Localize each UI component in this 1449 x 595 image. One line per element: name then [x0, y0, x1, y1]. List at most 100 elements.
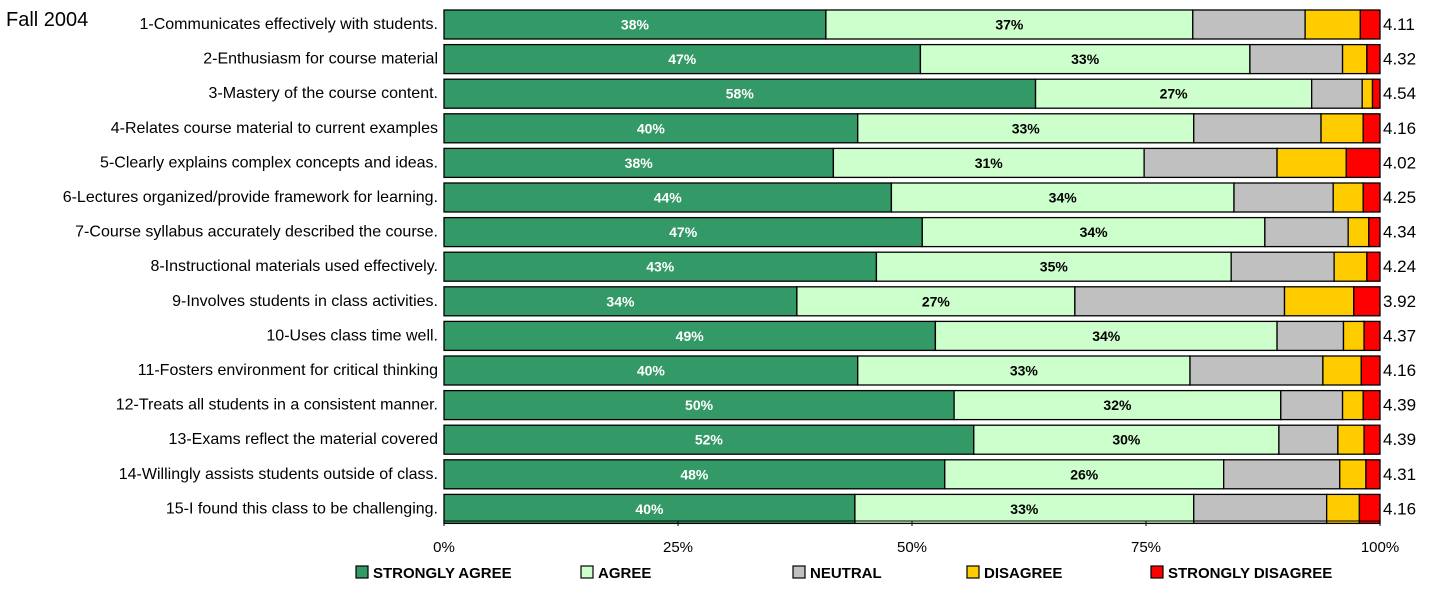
bar-segment-disagree: [1339, 459, 1367, 490]
bar-segment-strongly-disagree: [1362, 182, 1381, 213]
bar-segment-disagree: [1276, 147, 1347, 179]
category-label: 9-Involves students in class activities.: [172, 293, 438, 310]
bar-segment-neutral: [1223, 459, 1341, 490]
bar-segment-strongly-agree: [443, 389, 955, 421]
data-label: 33%: [1012, 120, 1041, 136]
data-label: 32%: [1103, 397, 1132, 413]
category-label: 5-Clearly explains complex concepts and …: [100, 154, 438, 171]
category-label: 6-Lectures organized/provide framework f…: [63, 189, 438, 206]
bar-segment-neutral: [1280, 389, 1344, 421]
bar-segment-strongly-disagree: [1362, 389, 1381, 421]
bar-segment-agree: [825, 9, 1194, 40]
bar-segment-strongly-disagree: [1371, 78, 1381, 109]
bar-segment-strongly-disagree: [1363, 320, 1381, 352]
bar-segment-strongly-agree: [443, 147, 835, 179]
bar-segment-agree: [921, 216, 1266, 248]
bar-segment-agree: [857, 113, 1195, 144]
data-label: 38%: [621, 17, 650, 33]
bar-segment-strongly-agree: [443, 424, 975, 455]
bar-segment-neutral: [1192, 9, 1306, 40]
bar-segment-strongly-disagree: [1368, 216, 1381, 248]
bar-segment-neutral: [1189, 355, 1324, 386]
data-label: 48%: [680, 466, 709, 482]
mean-score-label: 4.16: [1383, 119, 1416, 138]
bar-segment-neutral: [1074, 286, 1286, 317]
data-label: 40%: [637, 120, 666, 136]
data-label: 33%: [1071, 51, 1100, 67]
bar-segment-strongly-disagree: [1365, 459, 1381, 490]
bar-segment-neutral: [1233, 182, 1334, 213]
category-label: 8-Instructional materials used effective…: [150, 258, 438, 275]
bar-segment-strongly-disagree: [1353, 286, 1381, 317]
mean-score-label: 4.39: [1383, 396, 1416, 415]
bar-segment-agree: [796, 286, 1076, 317]
category-label: 3-Mastery of the course content.: [209, 85, 438, 102]
bar-segment-strongly-agree: [443, 459, 946, 490]
bar-segment-strongly-agree: [443, 216, 923, 248]
x-tick-label: 100%: [1361, 539, 1399, 556]
mean-score-label: 4.25: [1383, 188, 1416, 207]
data-label: 30%: [1112, 432, 1141, 448]
bar-segment-agree: [857, 355, 1191, 386]
bar-segment-strongly-agree: [443, 78, 1037, 109]
bar-segment-strongly-disagree: [1359, 9, 1381, 40]
mean-score-label: 4.31: [1383, 465, 1416, 484]
bar-segment-agree: [875, 251, 1232, 282]
data-label: 34%: [1049, 190, 1078, 206]
bar-segment-strongly-disagree: [1366, 251, 1381, 282]
data-label: 52%: [695, 432, 724, 448]
mean-score-label: 4.34: [1383, 223, 1416, 242]
legend-label: STRONGLY DISAGREE: [1168, 565, 1332, 582]
bar-segment-disagree: [1322, 355, 1362, 386]
legend-swatch: [966, 565, 980, 579]
mean-score-label: 4.02: [1383, 153, 1416, 172]
x-tick-label: 0%: [433, 539, 455, 556]
bar-segment-strongly-disagree: [1362, 113, 1381, 144]
bar-segment-disagree: [1283, 286, 1355, 317]
bar-segment-strongly-agree: [443, 493, 856, 525]
category-label: 14-Willingly assists students outside of…: [119, 466, 438, 483]
data-label: 34%: [606, 293, 635, 309]
category-label: 1-Communicates effectively with students…: [140, 16, 439, 33]
mean-score-label: 4.54: [1383, 84, 1416, 103]
bar-segment-strongly-agree: [443, 113, 859, 144]
bar-segment-strongly-disagree: [1345, 147, 1381, 179]
data-label: 40%: [637, 363, 666, 379]
category-label: 13-Exams reflect the material covered: [169, 431, 438, 448]
legend-swatch: [792, 565, 806, 579]
mean-score-label: 4.24: [1383, 257, 1416, 276]
bar-segment-strongly-disagree: [1360, 355, 1381, 386]
data-label: 50%: [685, 397, 714, 413]
category-label: 11-Fosters environment for critical thin…: [138, 362, 438, 379]
data-label: 58%: [726, 86, 755, 102]
data-label: 49%: [676, 328, 705, 344]
bar-segment-disagree: [1342, 320, 1365, 352]
legend-label: STRONGLY AGREE: [373, 565, 512, 582]
data-label: 47%: [668, 51, 697, 67]
bar-segment-agree: [944, 459, 1225, 490]
data-label: 44%: [654, 190, 683, 206]
mean-score-label: 4.39: [1383, 430, 1416, 449]
mean-score-label: 4.37: [1383, 326, 1416, 345]
bar-segment-neutral: [1143, 147, 1278, 179]
data-label: 34%: [1080, 224, 1109, 240]
bar-segment-disagree: [1341, 389, 1364, 421]
bar-segment-neutral: [1193, 493, 1328, 525]
bar-segment-strongly-agree: [443, 286, 798, 317]
data-label: 33%: [1010, 501, 1039, 517]
mean-score-label: 4.16: [1383, 361, 1416, 380]
bar-segment-strongly-agree: [443, 320, 937, 352]
legend-swatch: [1150, 565, 1164, 579]
bar-segment-neutral: [1278, 424, 1339, 455]
data-label: 38%: [625, 155, 654, 171]
category-label: 10-Uses class time well.: [266, 327, 438, 344]
bar-segment-strongly-agree: [443, 43, 922, 75]
bar-segment-strongly-disagree: [1363, 424, 1381, 455]
bar-segment-strongly-agree: [443, 355, 859, 386]
data-label: 33%: [1010, 363, 1039, 379]
bar-segment-disagree: [1333, 251, 1368, 282]
mean-score-label: 4.11: [1383, 15, 1415, 34]
bar-segment-disagree: [1304, 9, 1361, 40]
category-label: 12-Treats all students in a consistent m…: [116, 397, 438, 414]
